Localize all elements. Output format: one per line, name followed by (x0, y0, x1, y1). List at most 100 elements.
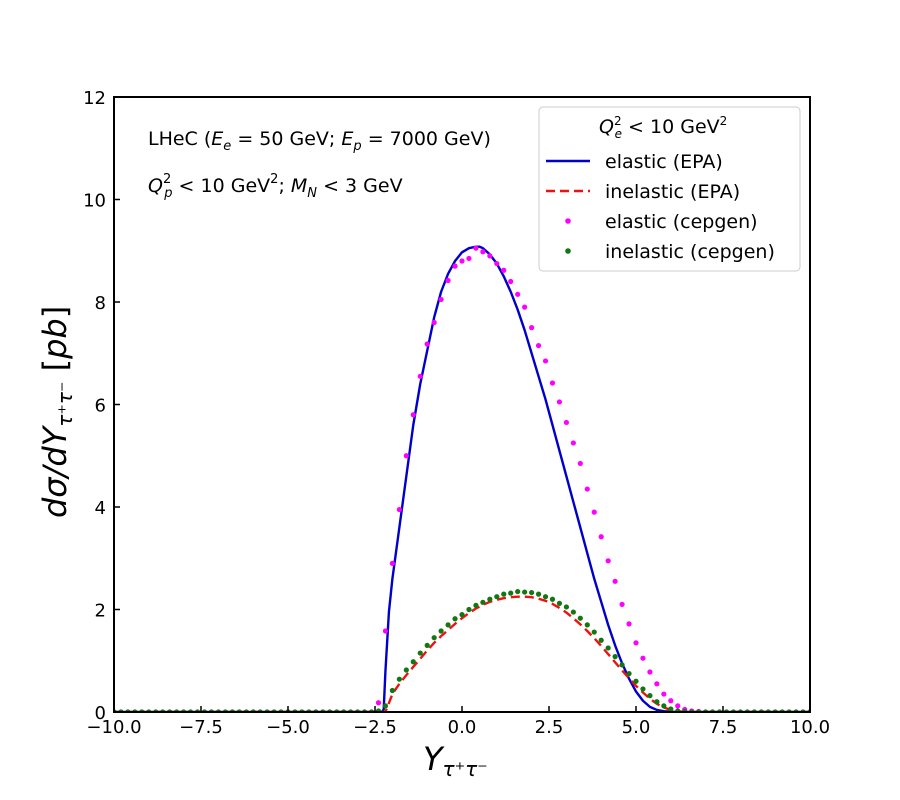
point-elastic-cepgen (549, 380, 556, 386)
point-inelastic-cepgen (452, 616, 458, 622)
point-elastic-cepgen (529, 325, 535, 331)
point-elastic-cepgen (508, 278, 514, 285)
point-elastic-cepgen (501, 267, 507, 273)
point-inelastic-cepgen (556, 600, 563, 606)
point-inelastic-cepgen (535, 591, 542, 597)
point-inelastic-cepgen (619, 662, 625, 668)
point-elastic-cepgen (417, 373, 423, 379)
point-elastic-cepgen (598, 534, 604, 540)
x-tick-label: 7.5 (709, 717, 738, 738)
point-elastic-cepgen (668, 698, 674, 704)
point-elastic-cepgen (661, 691, 667, 697)
point-inelastic-cepgen (668, 706, 674, 712)
point-elastic-cepgen (487, 253, 493, 259)
point-elastic-cepgen (480, 249, 486, 255)
point-inelastic-cepgen (605, 645, 611, 651)
y-tick-label: 2 (95, 601, 106, 622)
point-elastic-cepgen (466, 255, 472, 262)
point-inelastic-cepgen (508, 590, 514, 596)
legend-label: inelastic (EPA) (605, 181, 740, 203)
point-elastic-cepgen (445, 277, 451, 284)
point-elastic-cepgen (640, 655, 646, 661)
legend-entries: elastic (EPA) inelastic (EPA) elastic (cep… (546, 151, 775, 263)
point-elastic-cepgen (577, 460, 583, 467)
x-tick-label: −7.5 (179, 717, 223, 738)
point-inelastic-cepgen (396, 676, 402, 682)
point-elastic-cepgen (591, 509, 597, 515)
legend-label: inelastic (cepgen) (605, 241, 775, 263)
x-tick-label: 10.0 (790, 717, 830, 738)
point-inelastic-cepgen (431, 635, 437, 641)
point-inelastic-cepgen (591, 629, 597, 635)
point-elastic-cepgen (605, 558, 611, 564)
x-tick-label: −10.0 (86, 717, 141, 738)
point-elastic-cepgen (654, 681, 660, 687)
point-inelastic-cepgen (501, 591, 507, 597)
x-tick-label: −5.0 (266, 717, 310, 738)
point-elastic-cepgen (473, 245, 479, 251)
point-elastic-cepgen (522, 304, 528, 310)
point-inelastic-cepgen (515, 588, 521, 595)
legend: Q2 e < 10 GeV2 elastic (EPA) inelastic (EP… (538, 106, 801, 272)
point-elastic-cepgen (382, 628, 389, 634)
point-elastic-cepgen (675, 703, 681, 709)
point-elastic-cepgen (438, 296, 444, 303)
point-inelastic-cepgen (549, 596, 556, 602)
point-elastic-cepgen (584, 486, 590, 492)
point-inelastic-cepgen (473, 602, 479, 609)
legend-marker (565, 248, 571, 254)
x-tick-label: 5.0 (622, 717, 651, 738)
point-elastic-cepgen (452, 263, 458, 269)
legend-label: elastic (cepgen) (605, 211, 758, 233)
point-inelastic-cepgen (661, 703, 667, 709)
point-inelastic-cepgen (542, 594, 549, 600)
point-inelastic-cepgen (529, 589, 535, 596)
legend-frame (538, 106, 801, 272)
point-elastic-cepgen (563, 419, 570, 426)
series-layer (114, 245, 810, 712)
point-elastic-cepgen (556, 399, 563, 405)
point-elastic-cepgen (633, 640, 639, 646)
point-inelastic-cepgen (654, 699, 660, 705)
point-inelastic-cepgen (626, 670, 632, 677)
point-inelastic-cepgen (577, 615, 583, 621)
point-inelastic-cepgen (389, 687, 395, 694)
point-elastic-cepgen (375, 700, 382, 706)
annotation-cuts: Q2 p < 10 GeV2; MN < 3 GeV (148, 172, 403, 201)
ticks-layer: −10.0 −7.5 −5.0 −2.5 0.0 2.5 5.0 7.5 10.0 0 2 4 6 8 10… (83, 88, 830, 738)
annotation-lhec: LHeC (Ee = 50 GeV; Ep = 7000 GeV) (148, 128, 491, 154)
line-elastic-EPA (114, 245, 810, 712)
point-inelastic-cepgen (563, 604, 570, 610)
point-inelastic-cepgen (403, 667, 409, 673)
point-inelastic-cepgen (633, 678, 639, 684)
point-elastic-cepgen (389, 560, 395, 566)
point-inelastic-cepgen (424, 642, 430, 648)
point-inelastic-cepgen (640, 686, 646, 692)
point-inelastic-cepgen (647, 693, 653, 699)
point-elastic-cepgen (424, 341, 430, 347)
point-inelastic-cepgen (410, 659, 416, 665)
line-inelastic-EPA (114, 595, 810, 712)
point-elastic-cepgen (626, 621, 632, 627)
point-elastic-cepgen (647, 669, 653, 675)
point-inelastic-cepgen (417, 650, 423, 656)
y-axis-title: dσ/dYτ⁺τ⁻ [pb] (36, 306, 77, 518)
point-inelastic-cepgen (445, 622, 451, 628)
point-inelastic-cepgen (584, 622, 590, 628)
y-tick-label: 12 (83, 88, 106, 109)
point-elastic-cepgen (459, 258, 465, 264)
legend-marker (565, 218, 571, 224)
point-elastic-cepgen (619, 601, 625, 607)
point-elastic-cepgen (396, 506, 402, 513)
x-tick-label: 0.0 (448, 717, 477, 738)
point-inelastic-cepgen (459, 612, 465, 618)
point-inelastic-cepgen (487, 596, 493, 602)
point-elastic-cepgen (494, 260, 500, 267)
y-tick-label: 4 (95, 498, 106, 519)
point-inelastic-cepgen (438, 628, 444, 634)
point-elastic-cepgen (535, 342, 542, 349)
point-inelastic-cepgen (480, 599, 486, 605)
legend-title: Q2 e < 10 GeV2 (599, 114, 727, 141)
point-inelastic-cepgen (598, 637, 604, 643)
point-elastic-cepgen (542, 358, 549, 364)
